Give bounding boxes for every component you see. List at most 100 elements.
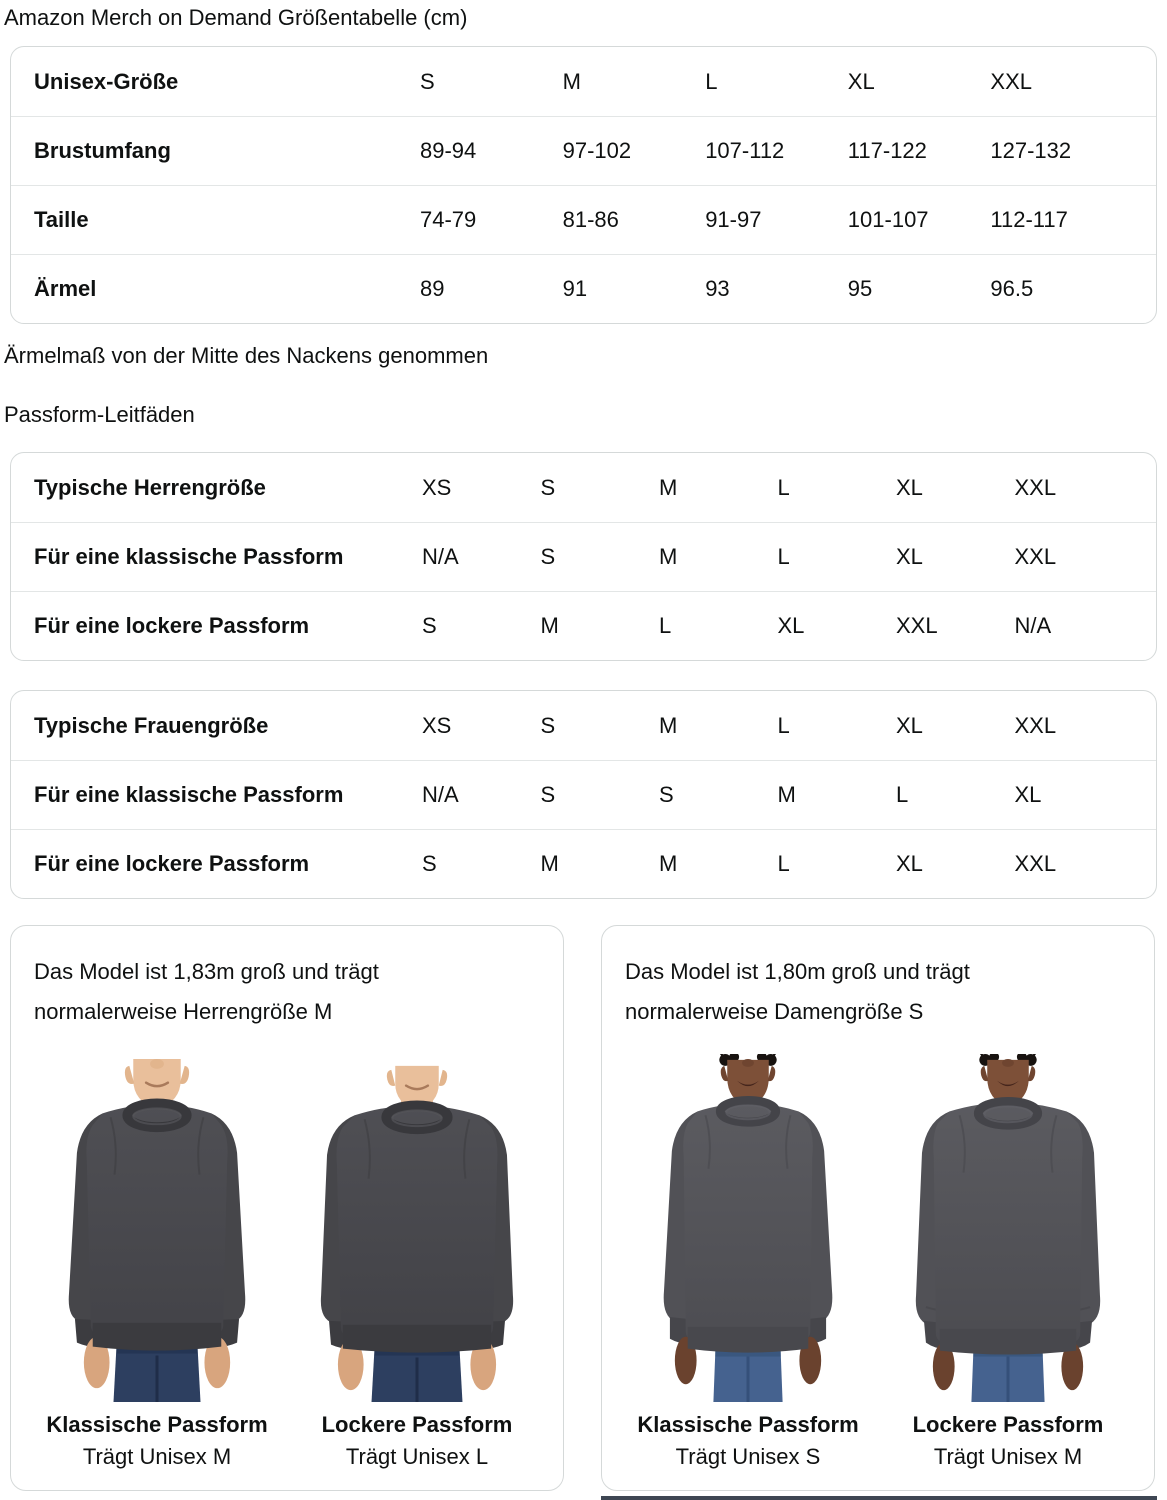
model-photo-men-loose-fit: [320, 1065, 514, 1402]
sleeve-measure-note: Ärmelmaß von der Mitte des Nackens genom…: [4, 343, 489, 368]
table-row: Taille 74-79 81-86 91-97 101-107 112-117: [11, 185, 1156, 254]
table-row: Unisex-Größe S M L XL XXL: [11, 47, 1156, 116]
wears-size-label: Trägt Unisex S: [675, 1444, 821, 1469]
cell: S: [540, 712, 556, 738]
model-photo-women-classic-fit: [663, 1054, 833, 1402]
cell: 127-132: [990, 138, 1072, 163]
cell: XL: [896, 712, 923, 738]
figures-row: Klassische Passform Trägt Unisex S: [625, 1054, 1131, 1470]
cell: M: [540, 613, 559, 638]
cell: S: [540, 782, 556, 807]
cell: XXL: [896, 613, 938, 638]
fit-label: Lockere Passform: [321, 1412, 513, 1437]
cell: 117-122: [847, 138, 927, 163]
cell: M: [659, 712, 678, 738]
next-section-image-edge: [601, 1496, 1157, 1500]
cell: 93: [705, 276, 730, 301]
table-row: Für eine lockere Passform S M M L XL XXL: [11, 829, 1156, 898]
model-cards: Das Model ist 1,83m groß und trägt norma…: [10, 925, 1157, 1491]
table-row: Für eine lockere Passform S M L XL XXL N…: [11, 591, 1156, 660]
cell: L: [659, 613, 672, 638]
cell: 74-79: [420, 207, 477, 232]
cell: 96.5: [990, 276, 1034, 301]
cell: M: [659, 474, 678, 500]
cell: M: [659, 851, 678, 876]
table-row: Für eine klassische Passform N/A S M L X…: [11, 522, 1156, 591]
table-row: Typische Frauengröße XS S M L XL XXL: [11, 691, 1156, 760]
cell: S: [540, 544, 556, 569]
unisex-size-table: Unisex-Größe S M L XL XXL Brustumfang 89…: [10, 46, 1157, 324]
cell: S: [422, 851, 437, 876]
cell: M: [562, 68, 581, 94]
model-photo-men-classic-fit: [68, 1058, 246, 1402]
figure-men-classic: Klassische Passform Trägt Unisex M: [34, 1054, 280, 1470]
wears-size-label: Trägt Unisex M: [82, 1444, 232, 1469]
row-label: Für eine lockere Passform: [34, 613, 310, 638]
women-model-card: Das Model ist 1,80m groß und trägt norma…: [601, 925, 1155, 1491]
row-label: Typische Frauengröße: [34, 712, 269, 738]
row-label: Unisex-Größe: [34, 68, 179, 94]
table-row: Ärmel 89 91 93 95 96.5: [11, 254, 1156, 323]
cell: XL: [896, 851, 923, 876]
cell: XL: [896, 474, 923, 500]
cell: 89-94: [420, 138, 477, 163]
page-title: Amazon Merch on Demand Größentabelle (cm…: [4, 5, 468, 30]
table-row: Für eine klassische Passform N/A S S M L…: [11, 760, 1156, 829]
figure-women-classic: Klassische Passform Trägt Unisex S: [625, 1054, 871, 1470]
cell: 89: [420, 276, 445, 301]
model-description: Das Model ist 1,80m groß und trägt norma…: [625, 959, 970, 1024]
cell: XXL: [1014, 712, 1057, 738]
row-label: Typische Herrengröße: [34, 474, 266, 500]
cell: L: [777, 712, 790, 738]
cell: 91-97: [705, 207, 762, 232]
table-row: Typische Herrengröße XS S M L XL XXL: [11, 453, 1156, 522]
cell: L: [777, 851, 790, 876]
cell: S: [422, 613, 437, 638]
cell: XL: [777, 613, 805, 638]
row-label: Für eine klassische Passform: [34, 782, 344, 807]
cell: XL: [896, 544, 923, 569]
fit-label: Klassische Passform: [637, 1412, 859, 1437]
cell: XXL: [1014, 544, 1057, 569]
men-fit-table: Typische Herrengröße XS S M L XL XXL Für…: [10, 452, 1157, 661]
cell: XL: [847, 68, 875, 94]
cell: M: [777, 782, 796, 807]
model-description: Das Model ist 1,83m groß und trägt norma…: [34, 959, 379, 1024]
cell: S: [420, 68, 435, 94]
cell: L: [777, 544, 790, 569]
cell: XXL: [1014, 851, 1057, 876]
wears-size-label: Trägt Unisex M: [933, 1444, 1083, 1469]
women-fit-table: Typische Frauengröße XS S M L XL XXL Für…: [10, 690, 1157, 899]
cell: XS: [422, 474, 452, 500]
wears-size-label: Trägt Unisex L: [345, 1444, 489, 1469]
cell: S: [540, 474, 556, 500]
fit-guides-heading: Passform-Leitfäden: [4, 402, 195, 427]
cell: S: [659, 782, 674, 807]
row-label: Taille: [34, 207, 89, 232]
cell: 95: [847, 276, 873, 301]
cell: 91: [562, 276, 588, 301]
row-label: Für eine klassische Passform: [34, 544, 344, 569]
cell: XL: [1014, 782, 1042, 807]
figure-men-loose: Lockere Passform Trägt Unisex L: [294, 1054, 540, 1470]
row-label: Für eine lockere Passform: [34, 851, 310, 876]
cell: N/A: [422, 782, 459, 807]
fit-label: Lockere Passform: [912, 1412, 1104, 1437]
cell: M: [540, 851, 559, 876]
cell: 107-112: [705, 138, 785, 163]
model-photo-women-loose-fit: [915, 1054, 1101, 1402]
cell: 81-86: [562, 207, 619, 232]
cell: 101-107: [847, 207, 929, 232]
cell: N/A: [422, 544, 459, 569]
cell: L: [896, 782, 909, 807]
cell: XXL: [990, 68, 1032, 94]
cell: L: [705, 68, 718, 94]
row-label: Brustumfang: [34, 138, 171, 163]
cell: L: [777, 474, 790, 500]
men-model-card: Das Model ist 1,83m groß und trägt norma…: [10, 925, 564, 1491]
figures-row: Klassische Passform Trägt Unisex M: [34, 1054, 540, 1470]
fit-label: Klassische Passform: [46, 1412, 268, 1437]
cell: XXL: [1014, 474, 1057, 500]
cell: N/A: [1014, 613, 1052, 638]
